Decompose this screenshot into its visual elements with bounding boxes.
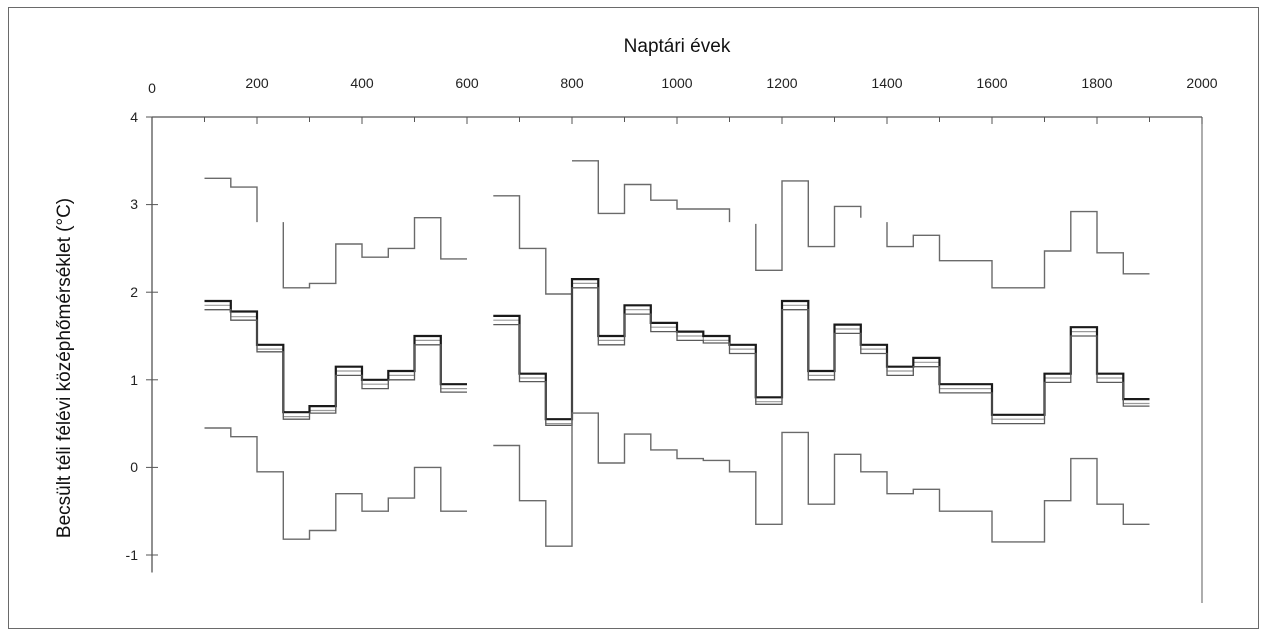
y-tick-label: 0 (130, 459, 138, 475)
x-tick-label: 1800 (1081, 75, 1112, 91)
x-tick-label: 1600 (976, 75, 1007, 91)
x-tick-label: 2000 (1186, 75, 1217, 91)
y-tick-label: 3 (130, 196, 138, 212)
y-tick-label: 2 (130, 284, 138, 300)
figure-frame (8, 7, 1259, 629)
y-tick-label: 4 (130, 109, 138, 125)
x-tick-labels: 0 200 400 600 800 1000 1200 1400 1600 18… (148, 75, 1218, 96)
x-tick-label: 200 (245, 75, 269, 91)
y-tick-labels: 4 3 2 1 0 -1 (126, 109, 139, 563)
x-tick-label: 600 (455, 75, 479, 91)
series-line-5 (204, 412, 1150, 547)
x-tick-label: 0 (148, 80, 156, 96)
series-line-2 (204, 282, 1150, 425)
x-axis-title: Naptári évek (624, 36, 731, 57)
series-line-1 (204, 160, 1150, 295)
x-tick-label: 1400 (871, 75, 902, 91)
y-axis-title: Becsült téli félévi középhőmérséklet (°C… (54, 198, 75, 538)
y-tick-label: -1 (126, 547, 139, 563)
y-tick-label: 1 (130, 372, 138, 388)
x-tick-label: 800 (560, 75, 584, 91)
series-line-3 (204, 278, 1150, 421)
x-tick-label: 400 (350, 75, 374, 91)
x-tick-label: 1200 (766, 75, 797, 91)
x-tick-label: 1000 (661, 75, 692, 91)
series-line-4 (204, 287, 1150, 427)
